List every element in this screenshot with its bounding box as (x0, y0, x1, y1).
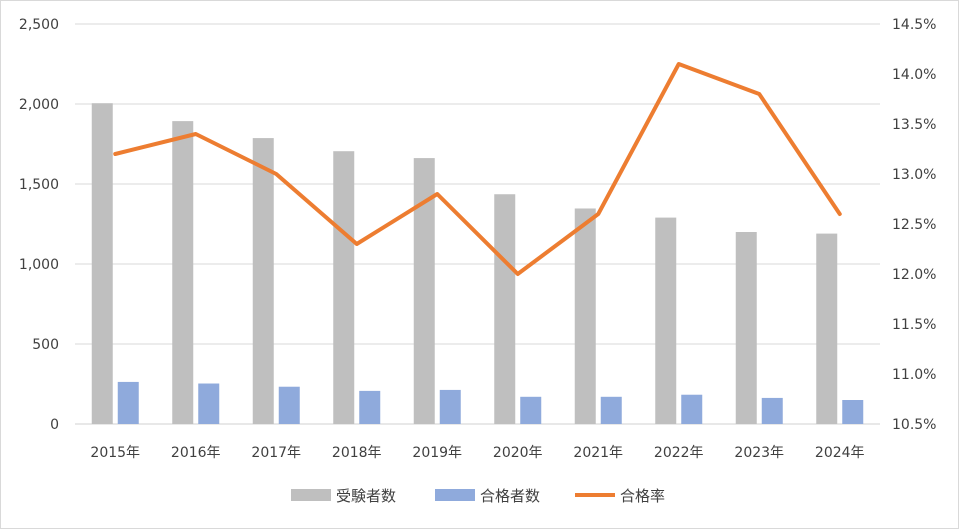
legend-label: 合格者数 (480, 487, 540, 505)
examinees-bar (91, 103, 113, 424)
left-axis: 0 500 1,000 1,500 2,000 2,500 (19, 17, 59, 433)
legend: 受験者数 合格者数 合格率 (291, 487, 665, 505)
right-axis-tick-label: 12.5% (892, 217, 936, 233)
right-axis-tick-label: 10.5% (892, 417, 936, 433)
passers-bar (600, 396, 622, 424)
passers-bar (681, 394, 703, 424)
pass-rate-line (113, 62, 842, 276)
examinees-bar (333, 151, 355, 424)
left-axis-tick-label: 1,000 (19, 257, 59, 273)
passers-bar (520, 396, 542, 424)
examinees-bar (494, 194, 516, 424)
right-axis-tick-label: 11.5% (892, 317, 936, 333)
x-axis-tick-label: 2024年 (815, 445, 865, 461)
left-axis-tick-label: 0 (50, 417, 59, 433)
x-axis-tick-label: 2022年 (654, 445, 704, 461)
passers-bar (198, 383, 220, 424)
legend-label: 受験者数 (336, 487, 396, 505)
x-axis-tick-label: 2017年 (251, 445, 301, 461)
right-axis-tick-label: 12.0% (892, 267, 936, 283)
x-axis-tick-label: 2018年 (332, 445, 382, 461)
passers-bar (117, 381, 139, 424)
examinees-bar (252, 138, 274, 424)
x-axis-tick-label: 2021年 (573, 445, 623, 461)
right-axis-tick-label: 13.0% (892, 167, 936, 183)
examinees-bar (574, 208, 596, 424)
right-axis-tick-label: 14.0% (892, 67, 936, 83)
left-axis-tick-label: 2,000 (19, 97, 59, 113)
legend-examinees: 受験者数 (291, 487, 396, 505)
right-axis: 10.5% 11.0% 11.5% 12.0% 12.5% 13.0% 13.5% 14.0%… (892, 17, 936, 433)
x-axis-tick-label: 2016年 (171, 445, 221, 461)
legend-swatch (435, 489, 475, 501)
left-axis-tick-label: 2,500 (19, 17, 59, 33)
passers-bar (439, 389, 461, 424)
legend-label: 合格率 (620, 487, 665, 505)
x-axis-tick-label: 2015年 (90, 445, 140, 461)
passers-bar (761, 397, 783, 424)
x-axis: 2015年 2016年 2017年 2018年 2019年 2020年 2021年 2022年… (90, 445, 864, 461)
examinees-bar (655, 217, 677, 424)
x-axis-tick-label: 2020年 (493, 445, 543, 461)
examinees-bar (816, 233, 838, 424)
passers-bar (359, 390, 381, 424)
legend-swatch (291, 489, 331, 501)
left-axis-tick-label: 1,500 (19, 177, 59, 193)
right-axis-tick-label: 13.5% (892, 117, 936, 133)
legend-pass-rate: 合格率 (575, 487, 665, 505)
examinees-bar (172, 121, 194, 425)
right-axis-tick-label: 11.0% (892, 367, 936, 383)
examinees-bar (735, 232, 757, 424)
rate-line-layer (113, 62, 842, 276)
passers-bar (842, 400, 864, 424)
bars (91, 103, 864, 425)
gridlines (75, 23, 880, 425)
examinees-bar (413, 158, 435, 424)
passers-bar (278, 386, 300, 424)
x-axis-tick-label: 2019年 (412, 445, 462, 461)
left-axis-tick-label: 500 (32, 337, 59, 353)
right-axis-tick-label: 14.5% (892, 17, 936, 33)
x-axis-tick-label: 2023年 (734, 445, 784, 461)
legend-passers: 合格者数 (435, 487, 540, 505)
